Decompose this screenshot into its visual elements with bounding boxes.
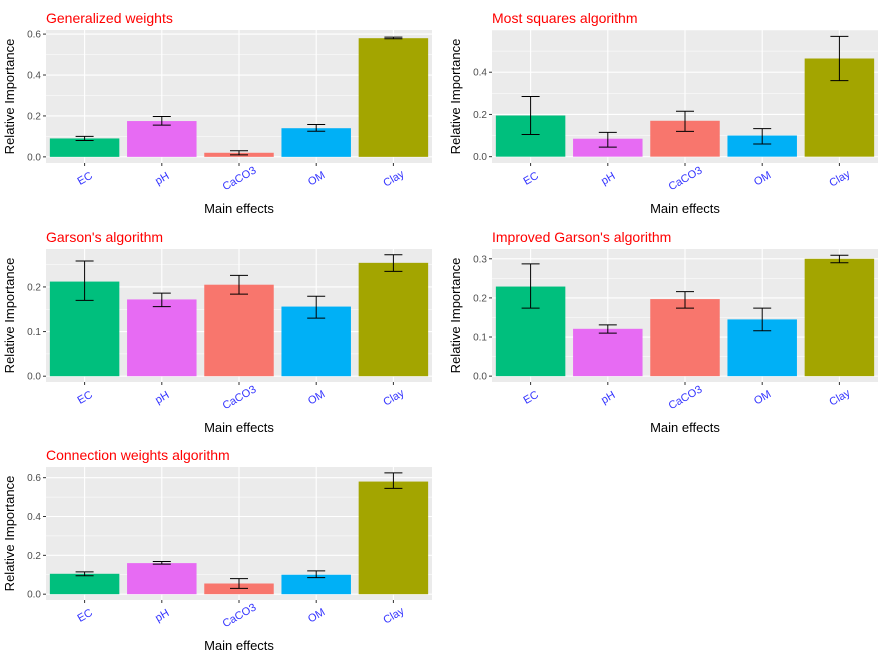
y-axis-label: Relative Importance [448,258,463,374]
y-axis-label: Relative Importance [448,39,463,155]
chart-title: Connection weights algorithm [46,447,230,463]
x-tick-label-clay: Clay [381,605,406,627]
chart-title: Improved Garson's algorithm [492,229,671,245]
x-tick-label-om: OM [752,388,773,407]
y-axis-label: Relative Importance [2,39,17,155]
y-tick-label: 0.4 [27,71,41,82]
x-axis-label: Main effects [204,638,274,653]
bar-om [281,574,351,595]
y-tick-label: 0.2 [473,293,487,304]
x-tick-label-ec: EC [521,389,540,407]
y-tick-label: 0.2 [27,551,41,562]
bar-clay [358,262,429,377]
x-axis-label: Main effects [650,201,720,216]
x-tick-label-clay: Clay [381,168,406,190]
y-tick-label: 0.6 [27,473,41,484]
y-tick-label: 0.1 [473,333,487,344]
y-tick-label: 0.0 [27,590,41,601]
x-tick-label-ec: EC [75,607,94,625]
bar-ph [127,121,197,157]
x-axis-label: Main effects [650,420,720,435]
x-tick-label-clay: Clay [381,387,406,409]
x-tick-label-ec: EC [75,170,94,188]
x-tick-label-caco3: CaCO3 [667,164,705,193]
x-tick-label-ph: pH [599,389,617,406]
chart-panel-2: Most squares algorithm 0.0 0.2 0.4 EC pH CaCO3… [448,10,878,216]
bar-clay [804,258,875,377]
x-tick-label-ph: pH [153,170,171,187]
y-tick-label: 0.0 [473,152,487,163]
x-axis-label: Main effects [204,420,274,435]
x-tick-label-caco3: CaCO3 [221,601,259,630]
y-tick-label: 0.1 [27,327,41,338]
bar-clay [358,38,429,157]
y-axis-label: Relative Importance [2,258,17,374]
bar-om [727,135,797,157]
x-tick-label-ph: pH [153,607,171,624]
bar-caco3 [204,284,274,377]
chart-title: Generalized weights [46,10,173,26]
bar-ec [49,573,120,595]
chart-panel-4: Improved Garson's algorithm 0.0 0.1 0.2 0.3 E… [448,229,878,435]
x-tick-label-om: OM [306,388,327,407]
x-tick-label-clay: Clay [827,168,852,190]
x-tick-label-ec: EC [75,389,94,407]
x-tick-label-ph: pH [599,170,617,187]
chart-title: Most squares algorithm [492,10,638,26]
chart-panel-5: Connection weights algorithm 0.0 0.2 0.4 0.6… [2,447,432,653]
x-axis-label: Main effects [204,201,274,216]
x-tick-label-om: OM [752,169,773,188]
bar-ph [573,328,643,377]
bar-ph [573,138,643,157]
x-tick-label-ph: pH [153,389,171,406]
bar-ph [127,563,197,595]
y-tick-label: 0.6 [27,30,41,41]
bar-caco3 [650,299,720,377]
y-axis-label: Relative Importance [2,476,17,592]
bar-om [281,128,351,157]
y-tick-label: 0.4 [473,68,487,79]
bar-ec [49,138,120,157]
x-tick-label-clay: Clay [827,387,852,409]
y-tick-label: 0.2 [27,282,41,293]
y-tick-label: 0.3 [473,254,487,265]
y-tick-label: 0.4 [27,512,41,523]
chart-title: Garson's algorithm [46,229,163,245]
y-tick-label: 0.0 [27,372,41,383]
y-tick-label: 0.0 [473,372,487,383]
y-tick-label: 0.0 [27,152,41,163]
y-tick-label: 0.2 [473,110,487,121]
x-tick-label-caco3: CaCO3 [221,383,259,412]
x-tick-label-ec: EC [521,170,540,188]
x-tick-label-caco3: CaCO3 [221,164,259,193]
bar-clay [358,481,429,595]
chart-panel-3: Garson's algorithm 0.0 0.1 0.2 EC pH CaCO3 OM Cl… [2,229,432,435]
y-tick-label: 0.2 [27,111,41,122]
x-tick-label-om: OM [306,606,327,625]
x-tick-label-om: OM [306,169,327,188]
chart-panel-1: Generalized weights 0.0 0.2 0.4 0.6 EC pH CaCO3… [2,10,432,216]
bar-ph [127,299,197,377]
x-tick-label-caco3: CaCO3 [667,383,705,412]
